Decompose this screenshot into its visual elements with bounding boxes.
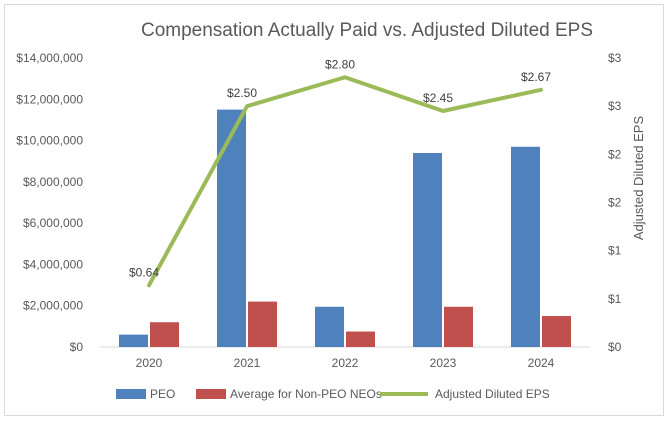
non-peo-neo-bar [444,306,473,347]
peo-bar [413,152,442,347]
left-tick-label: $0 [70,340,84,354]
right-tick-label: $1 [608,292,622,306]
left-tick-label: $8,000,000 [23,175,83,189]
x-tick-label: 2024 [528,356,555,370]
legend-swatch [196,389,226,399]
right-tick-label: $2 [608,147,622,161]
peo-bar [315,306,344,347]
x-axis: 2020 2021 2022 2023 2024 [136,356,555,370]
x-tick-label: 2023 [430,356,457,370]
left-tick-label: $6,000,000 [23,216,83,230]
peo-bar [119,334,148,347]
x-tick-label: 2022 [332,356,359,370]
chart-title: Compensation Actually Paid vs. Adjusted … [141,20,593,41]
eps-data-label: $2.50 [227,86,257,100]
non-peo-neo-bar [346,331,375,347]
eps-data-label: $2.45 [423,91,453,105]
non-peo-neo-bar [542,316,571,347]
non-peo-neo-bar [150,322,179,347]
left-tick-label: $4,000,000 [23,257,83,271]
right-tick-label: $1 [608,244,622,258]
legend: PEO Average for Non-PEO NEOs Adjusted Dilu… [116,387,550,401]
right-tick-label: $3 [608,99,622,113]
non-peo-neo-bar [248,301,277,347]
legend-label: Adjusted Diluted EPS [435,387,550,401]
eps-line [147,75,543,288]
left-axis: $0 $2,000,000 $4,000,000 $6,000,000 $8,000,0… [16,51,83,354]
right-axis-title: Adjusted Diluted EPS [631,116,646,241]
x-tick-label: 2020 [136,356,163,370]
legend-label: Average for Non-PEO NEOs [230,387,382,401]
right-axis: $0 $1 $1 $2 $2 $3 $3 [608,51,622,354]
eps-data-label: $2.80 [325,57,355,71]
right-tick-label: $2 [608,196,622,210]
left-tick-label: $12,000,000 [16,92,83,106]
left-tick-label: $2,000,000 [23,299,83,313]
left-tick-label: $10,000,000 [16,134,83,148]
peo-bar [217,109,246,347]
bars-group [119,109,571,347]
left-tick-label: $14,000,000 [16,51,83,65]
legend-swatch [116,389,146,399]
right-tick-label: $0 [608,340,622,354]
eps-line-group: $0.64 $2.50 $2.80 $2.45 $2.67 [129,57,551,288]
legend-label: PEO [150,387,175,401]
right-tick-label: $3 [608,51,622,65]
eps-data-label: $0.64 [129,265,159,279]
peo-bar [511,146,540,347]
eps-data-label: $2.67 [521,70,551,84]
x-tick-label: 2021 [234,356,261,370]
